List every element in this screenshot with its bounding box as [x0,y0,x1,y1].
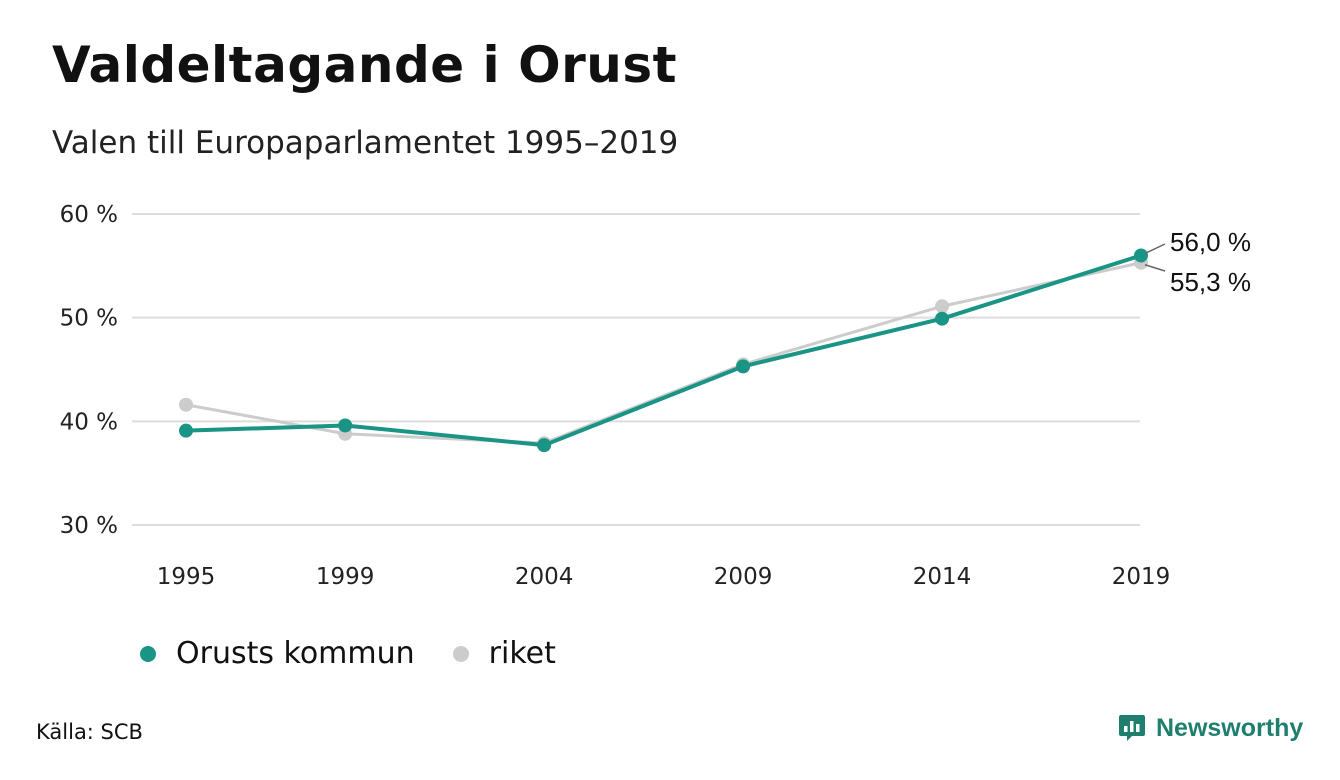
data-point-orusts-kommun-2009 [736,359,751,374]
data-point-riket-2014 [935,299,950,314]
end-label-orust: 56,0 % [1170,227,1251,257]
x-tick-label-1999: 1999 [316,564,375,590]
legend-dot-riket [452,645,469,662]
source-note: Källa: SCB [36,720,143,744]
x-tick-label-2014: 2014 [913,564,972,590]
series-lines [179,248,1148,453]
legend-dot-orust [140,645,156,662]
chart-title: Valdeltagande i Orust [52,36,678,94]
brand[interactable]: Newsworthy [1118,713,1303,743]
series-line-riket [185,261,1142,445]
newsworthy-logo-icon [1119,715,1145,741]
data-point-orusts-kommun-2014 [935,311,950,326]
y-tick-label-40: 40 % [60,409,118,435]
end-label-riket: 55,3 % [1170,267,1251,297]
legend-label-orust: Orusts kommun [176,636,415,671]
brand-name: Newsworthy [1156,713,1304,742]
legend-item-orust[interactable]: Orusts kommun [140,636,415,671]
data-point-orusts-kommun-2019 [1134,248,1148,263]
y-tick-label-50: 50 % [60,306,118,332]
y-tick-label-30: 30 % [60,513,118,539]
x-tick-label-1995: 1995 [157,564,216,590]
legend-item-riket[interactable]: riket [452,636,556,671]
series-line-orusts-kommun [185,253,1142,448]
legend-label-riket: riket [488,636,556,671]
gridlines [132,213,1140,526]
y-axis-ticks: 30 % 40 % 50 % 60 % [60,202,118,539]
data-point-orusts-kommun-2004 [537,438,552,453]
chart-subtitle: Valen till Europaparlamentet 1995–2019 [52,125,679,161]
leader-line-riket [1144,264,1166,272]
leader-line-orust [1144,243,1166,255]
x-tick-label-2019: 2019 [1112,564,1171,590]
y-tick-label-60: 60 % [60,202,118,228]
data-point-orusts-kommun-1999 [338,418,353,433]
data-point-riket-1995 [179,397,193,412]
end-labels: 56,0 % 55,3 % [1144,227,1251,297]
x-tick-label-2009: 2009 [714,564,773,590]
data-point-orusts-kommun-1995 [179,423,193,438]
x-axis-ticks: 1995 1999 2004 2009 2014 2019 [157,564,1171,590]
x-tick-label-2004: 2004 [515,564,574,590]
legend: Orusts kommun riket [140,636,594,671]
